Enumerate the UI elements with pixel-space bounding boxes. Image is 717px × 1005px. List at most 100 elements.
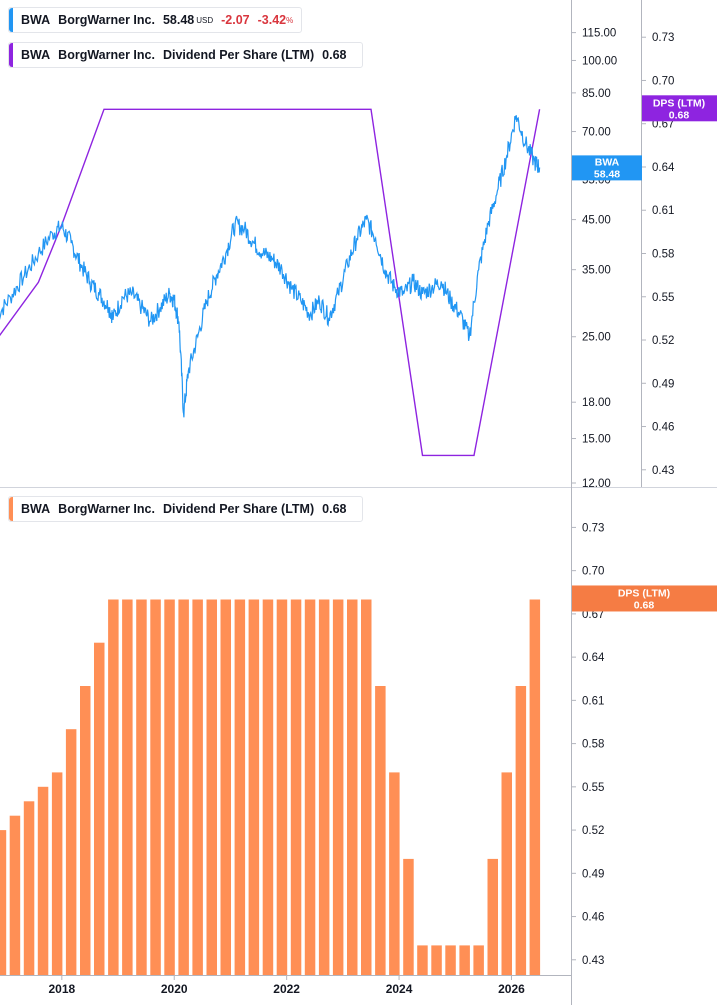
legend-last-price: 58.48: [162, 13, 195, 27]
dps-bar: [192, 599, 203, 975]
dps-tick-label: 0.46: [652, 422, 674, 434]
dps-bar: [375, 686, 386, 975]
x-tick-label: 2022: [273, 982, 300, 996]
dps-bar: [108, 599, 119, 975]
dps-tag-top: [642, 95, 717, 122]
dps-tick-label: 0.70: [652, 75, 674, 87]
dps-legend-top[interactable]: BWA BorgWarner Inc. Dividend Per Share (…: [8, 42, 364, 68]
x-tick-label: 2018: [48, 982, 75, 996]
dps-bar: [51, 772, 63, 975]
dps-bar-pane: [0, 599, 541, 975]
price-tick-label: 12.00: [582, 478, 611, 490]
dps-bar: [248, 599, 260, 975]
price-tick-label: 85.00: [582, 88, 611, 100]
price-tick-label: 115.00: [582, 28, 616, 40]
dps-bar: [234, 599, 246, 975]
legend-pct-sign: %: [286, 15, 294, 25]
dps-bar: [529, 599, 541, 975]
bar-y-tick-label: 0.64: [582, 652, 605, 664]
dps-tick-label: 0.43: [652, 465, 674, 477]
bar-y-tick-label: 0.67: [582, 609, 604, 621]
legend-ticker: BWA: [21, 13, 51, 27]
price-tick-label: 35.00: [582, 265, 611, 277]
dps-bar: [9, 815, 21, 975]
dps-tick-label: 0.58: [652, 249, 674, 261]
price-tick-label: 15.00: [582, 434, 611, 446]
bar-y-tick-label: 0.58: [582, 739, 604, 751]
dps-bar: [262, 599, 274, 975]
dps-tag-bottom: [572, 585, 717, 612]
bar-y-tick-label: 0.49: [582, 868, 604, 880]
dps-legend-bottom[interactable]: BWA BorgWarner Inc. Dividend Per Share (…: [8, 496, 364, 522]
legend-company: BorgWarner Inc.: [58, 13, 155, 27]
dps-bar: [347, 599, 358, 975]
dps-bar: [164, 599, 175, 975]
price-tick-label: 45.00: [582, 215, 611, 227]
dps-legend-bottom-swatch: [9, 497, 13, 521]
dps-bar: [403, 858, 414, 975]
dps-tag-top-label: DPS (LTM): [653, 97, 705, 109]
dps-bar: [206, 599, 217, 975]
dps-bar: [136, 599, 147, 975]
dps-bar: [417, 945, 428, 975]
price-tick-label: 18.00: [582, 397, 611, 409]
dps-bar: [0, 830, 7, 975]
price-line-series: [0, 115, 541, 418]
legend-change-pct: -3.42: [257, 13, 287, 27]
dps-bar: [389, 772, 400, 975]
dps-bar: [150, 599, 161, 975]
dps-tag-bottom-value: 0.68: [634, 599, 655, 611]
bar-y-tick-label: 0.61: [582, 695, 604, 707]
price-tag-value: 58.48: [594, 168, 620, 180]
bar-y-tick-label: 0.70: [582, 566, 604, 578]
price-tick-label: 25.00: [582, 332, 611, 344]
dps-legend-top-swatch: [9, 43, 13, 67]
dps-bar: [515, 686, 527, 975]
dps-bar: [445, 945, 456, 975]
dps-bar: [94, 642, 105, 975]
dps-bar: [290, 599, 302, 975]
x-tick-label: 2020: [161, 982, 188, 996]
legend-value: 0.68: [322, 48, 347, 62]
bar-y-tick-label: 0.52: [582, 825, 604, 837]
dps-bar: [501, 772, 512, 975]
price-legend[interactable]: BWA BorgWarner Inc. 58.48 USD -2.07 -3.4…: [8, 7, 303, 33]
dps-bar: [276, 599, 288, 975]
legend-ticker: BWA: [21, 502, 51, 516]
price-tick-label: 70.00: [582, 127, 611, 139]
price-pane: [0, 108, 541, 457]
x-tick-label: 2026: [498, 982, 525, 996]
dps-bar: [37, 786, 49, 975]
dps-bar: [473, 945, 484, 975]
price-tag-label: BWA: [595, 156, 620, 168]
price-legend-swatch: [9, 8, 13, 32]
legend-metric: Dividend Per Share (LTM): [162, 502, 315, 516]
dps-bar: [23, 801, 35, 975]
dps-bar: [65, 729, 77, 975]
dps-tick-label: 0.67: [652, 119, 674, 131]
bar-y-tick-label: 0.46: [582, 912, 604, 924]
dps-tick-label: 0.73: [652, 32, 674, 44]
legend-ticker: BWA: [21, 48, 51, 62]
legend-change: -2.07: [221, 13, 250, 27]
legend-company: BorgWarner Inc.: [58, 502, 155, 516]
dps-tick-label: 0.61: [652, 205, 674, 217]
price-tag: [572, 155, 642, 181]
dps-bar: [178, 599, 189, 975]
dps-bar: [459, 945, 470, 975]
bar-y-tick-label: 0.55: [582, 782, 604, 794]
dps-bar: [361, 599, 372, 975]
dps-tick-label: 0.55: [652, 292, 674, 304]
price-tick-label: 100.00: [582, 55, 617, 67]
legend-currency: USD: [196, 15, 214, 25]
dps-bar: [122, 599, 133, 975]
dps-tick-label: 0.49: [652, 378, 674, 390]
dps-tick-label: 0.52: [652, 335, 674, 347]
dps-bar: [318, 599, 330, 975]
dps-tag-top-value: 0.68: [669, 109, 690, 121]
legend-value: 0.68: [322, 502, 347, 516]
dps-tag-bottom-label: DPS (LTM): [618, 587, 670, 599]
dps-bar: [304, 599, 316, 975]
